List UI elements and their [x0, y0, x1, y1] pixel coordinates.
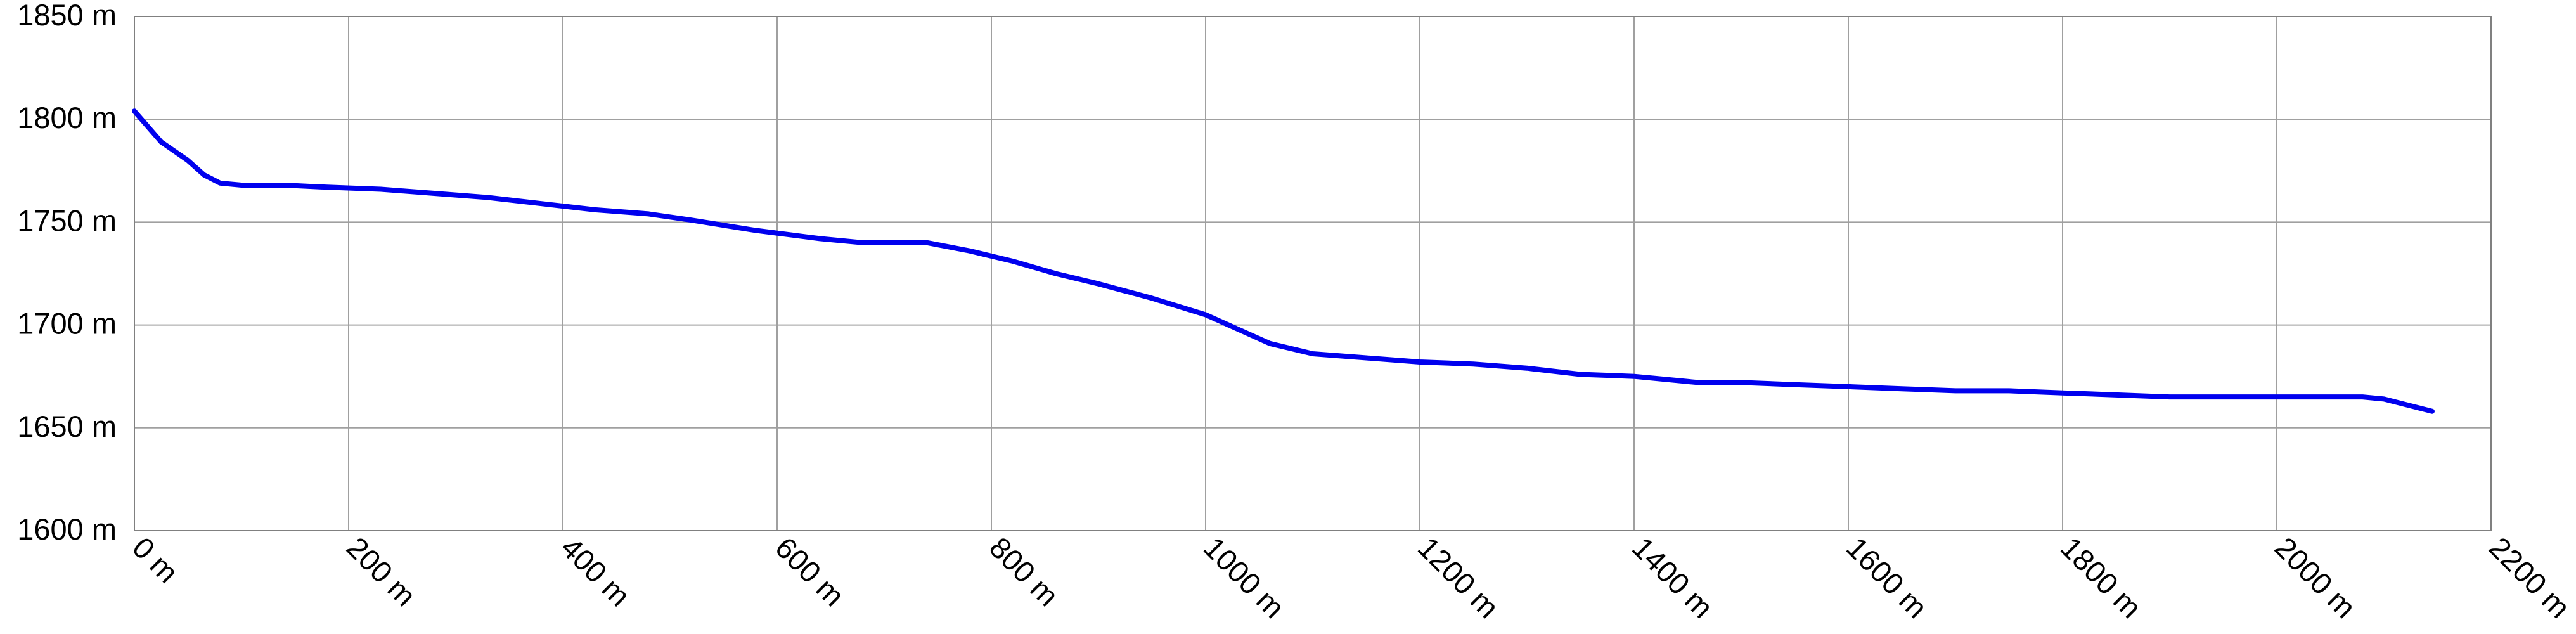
y-axis-tick-labels: 1600 m 1650 m 1700 m 1750 m 1800 m 1850 m — [17, 0, 117, 546]
plot-frame — [134, 16, 2492, 531]
x-tick-label: 2000 m — [2269, 531, 2362, 624]
y-tick-label: 1700 m — [17, 307, 117, 340]
y-tick-label: 1850 m — [17, 0, 117, 32]
y-tick-label: 1600 m — [17, 512, 117, 546]
x-tick-label: 200 m — [340, 531, 423, 613]
x-tick-label: 1800 m — [2054, 531, 2148, 624]
y-tick-label: 1800 m — [17, 101, 117, 134]
x-tick-label: 400 m — [555, 531, 637, 613]
x-tick-label: 1400 m — [1626, 531, 1720, 624]
grid-lines — [134, 16, 2491, 531]
plot-background — [134, 16, 2491, 531]
x-tick-label: 1600 m — [1840, 531, 1934, 624]
x-tick-label: 2200 m — [2483, 531, 2576, 624]
y-tick-label: 1650 m — [17, 410, 117, 443]
x-tick-label: 600 m — [769, 531, 851, 613]
elevation-line — [132, 108, 2435, 414]
x-tick-label: 1200 m — [1412, 531, 1505, 624]
x-axis-tick-labels: 0 m 200 m 400 m 600 m 800 m 1000 m 1200 m 1400 … — [126, 531, 2576, 624]
x-tick-label: 800 m — [983, 531, 1066, 613]
y-tick-label: 1750 m — [17, 204, 117, 237]
x-tick-label: 0 m — [126, 531, 185, 590]
x-tick-label: 1000 m — [1197, 531, 1291, 624]
